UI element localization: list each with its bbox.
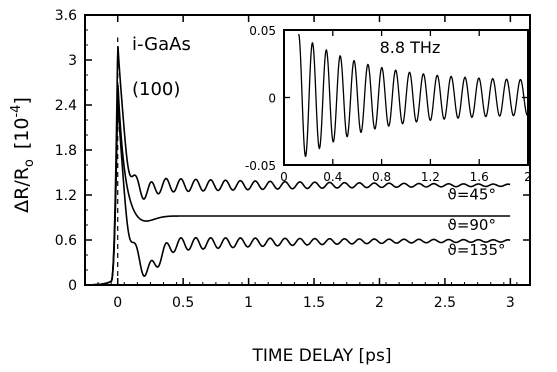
inset-y-tick-label: 0.05 (249, 24, 276, 38)
svg-text:ΔR/Ro[10-4]: ΔR/Ro [10-4] (9, 97, 37, 213)
x-tick-label: 3 (506, 295, 515, 311)
inset-x-tick-label: 2 (524, 170, 532, 184)
inset-frequency-annotation: 8.8 THz (380, 38, 441, 57)
x-tick-label: 1 (244, 295, 253, 311)
main-y-axis-label: ΔR/Ro [10-4] (9, 97, 37, 213)
x-tick-label: 2.5 (434, 295, 456, 311)
orientation-annotation: (100) (132, 79, 180, 100)
y-tick-label: 0.6 (55, 233, 77, 249)
y-tick-label: 0 (68, 278, 77, 294)
inset-x-tick-label: 0.4 (323, 170, 342, 184)
y-tick-label: 1.2 (55, 188, 77, 204)
x-tick-label: 2 (375, 295, 384, 311)
x-tick-label: 0 (113, 295, 122, 311)
ylabel-sub: o (22, 159, 37, 167)
x-tick-label: 1.5 (303, 295, 325, 311)
series-label: ϑ=45° (448, 185, 496, 203)
inset-x-tick-label: 0.8 (372, 170, 391, 184)
inset-x-tick-label: 0 (280, 170, 288, 184)
main-x-axis-label: TIME DELAY [ps] (252, 346, 392, 366)
inset-y-tick-label: 0 (268, 92, 276, 106)
series-line (87, 84, 511, 286)
ylabel-exp: -4 (9, 105, 24, 118)
main-ticks: 0 0.5 1 1.5 2 2.5 3 0 0.6 1.2 1.8 2.4 3 3.6 (55, 8, 530, 311)
inset-x-tick-label: 1.6 (470, 170, 489, 184)
sample-annotation: i-GaAs (132, 34, 191, 55)
y-tick-label: 3 (68, 53, 77, 69)
series-line (87, 101, 511, 286)
inset-x-tick-label: 1.2 (421, 170, 440, 184)
ylabel-close: ] (11, 97, 33, 104)
y-tick-label: 2.4 (55, 98, 77, 114)
series-label: ϑ=90° (448, 216, 496, 234)
main-series-labels: ϑ=45° ϑ=90° ϑ=135° (448, 185, 506, 259)
y-tick-label: 1.8 (55, 143, 77, 159)
series-label: ϑ=135° (448, 241, 506, 259)
y-tick-label: 3.6 (55, 8, 77, 24)
inset-y-tick-label: -0.05 (245, 159, 276, 173)
inset-ticks: 0 0.4 0.8 1.2 1.6 2 -0.05 0 0.05 (245, 24, 532, 184)
inset-curve (298, 33, 529, 157)
main-curves (87, 46, 511, 286)
ylabel-main: ΔR/R (11, 167, 33, 213)
x-tick-label: 0.5 (172, 295, 194, 311)
series-line (87, 46, 511, 286)
ylabel-units: [10 (11, 118, 33, 150)
inset-series-line (298, 33, 529, 157)
